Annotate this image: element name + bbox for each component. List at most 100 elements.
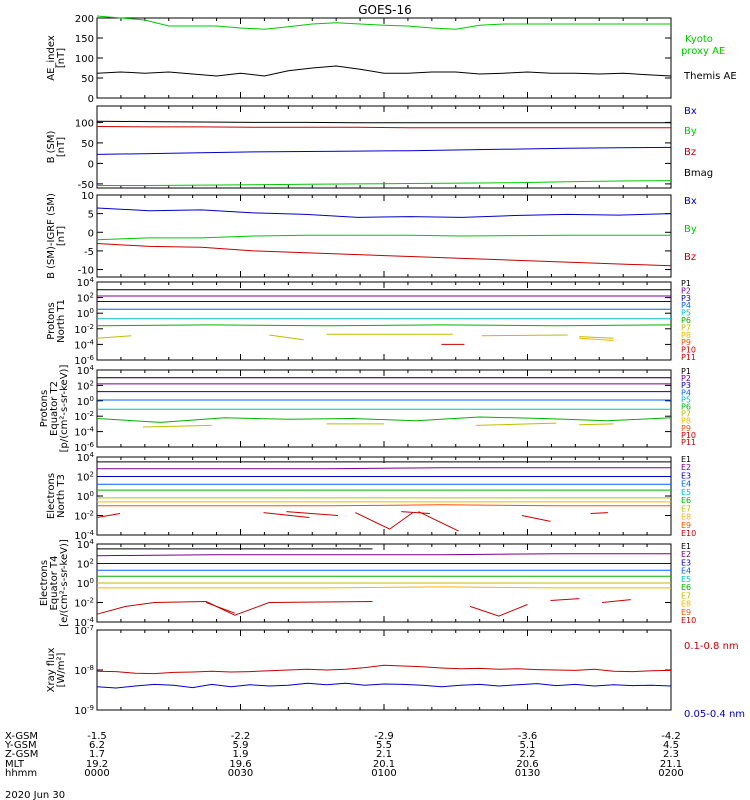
series-By [97,180,672,186]
series-E8-segment [602,599,631,603]
footer-value: 2.3 [663,749,679,760]
series-Kyoto proxy AE [96,15,671,30]
legend-channel-P1: P1 [681,279,691,288]
legend-label: 0.05-0.4 nm [684,709,745,720]
series-P7-segment [475,422,557,426]
footer-row-label: X-GSM [5,731,38,742]
series-P7-segment [481,334,568,337]
footer-value: -2.9 [374,731,394,742]
y-axis-label: Electrons [46,473,57,519]
y-tick-label: 100 [75,54,94,65]
legend-channel-P8: P8 [681,417,691,426]
legend-channel-P7: P7 [681,323,691,332]
y-axis-label: [nT] [56,48,67,68]
legend-label: By [684,126,697,137]
legend-channel-P10: P10 [681,346,696,355]
y-tick-label: 100 [77,395,94,408]
footer-value: 0100 [371,768,396,779]
y-tick-label: 10-9 [74,704,94,717]
footer-value: -4.2 [661,731,681,742]
footer-value: 5.1 [520,740,536,751]
legend-channel-P11: P11 [681,438,696,447]
y-axis-label: Protons [46,302,57,339]
panel-3: -10 -5 0 5 10 B (SM)-IGRF (SM) [nT] Bx By Bz [46,191,697,279]
series-E8-segment [550,598,580,601]
series-E9-segment [355,512,413,530]
y-tick-label: 200 [75,14,94,25]
series-E8-segment [205,602,235,614]
footer-value: 5.5 [376,740,392,751]
y-tick-label: 5 [88,210,94,221]
legend-channel-E9: E9 [681,521,691,530]
footer-value: 19.6 [229,759,251,770]
footer-row-label: Y-GSM [4,740,37,751]
legend-channel-P10: P10 [681,431,696,440]
y-tick-label: 150 [75,34,94,45]
series-E8-segment [469,604,528,617]
y-tick-label: 10-4 [74,529,94,542]
y-tick-label: 10-4 [74,426,94,439]
y-tick-label: -10 [78,266,94,277]
series-E2 [96,553,671,557]
y-tick-label: 10-2 [74,323,94,336]
y-tick-label: 10 [81,191,94,202]
series-0.1-0.8 nm [96,664,672,675]
date-label: 2020 Jun 30 [5,790,65,800]
footer-value: 21.1 [660,759,682,770]
footer-value: 2.1 [376,749,392,760]
legend-channel-P11: P11 [681,353,696,362]
panel-8: 10-9 10-8 10-7 Xray flux [W/m²] 0.1-0.8 nm 0.0… [46,624,745,720]
footer-value: 4.5 [663,740,679,751]
legend-channel-P9: P9 [681,338,691,347]
series-E9-segment [96,513,121,518]
series-Bmag [96,120,671,124]
series-E8-segment [205,601,373,616]
y-tick-label: 104 [77,276,95,289]
y-axis-label: [p/(cm²-s-sr-keV)] [59,365,70,453]
y-axis-label: Equator T4 [49,556,60,611]
legend-channel-P6: P6 [681,403,691,412]
panel-frame [96,369,672,448]
series-E8-segment [96,601,207,615]
footer-value: -3.6 [518,731,538,742]
legend-channel-E7: E7 [681,504,691,513]
y-tick-label: 10-2 [74,510,94,523]
footer-row-label: Z-GSM [5,749,38,760]
legend-channel-P7: P7 [681,410,691,419]
y-axis-label: Equator T2 [49,381,60,436]
y-tick-label: 102 [77,292,94,305]
legend-channel-P2: P2 [681,374,691,383]
y-tick-label: 10-6 [74,441,94,454]
series-E9-segment [418,511,459,532]
y-axis-label: [W/m²] [56,652,67,687]
y-tick-label: 100 [77,490,94,503]
y-tick-label: 10-4 [74,616,94,629]
series-Bx [96,146,672,155]
plot-title: GOES-16 [358,3,412,17]
y-tick-label: 104 [77,538,95,551]
y-tick-label: 100 [75,118,94,129]
legend-channel-E2: E2 [681,463,691,472]
legend-label: Kyoto [685,34,713,45]
footer-value: 20.1 [373,759,395,770]
legend-channel-E3: E3 [681,558,691,567]
y-axis-label: Xray flux [46,648,57,693]
y-tick-label: 0 [88,228,94,239]
legend-channel-P3: P3 [681,381,691,390]
series-Bz [96,243,672,267]
y-tick-label: 100 [77,577,94,590]
panel-frame [96,17,672,99]
series-P8-segment [579,337,614,341]
footer-value: 0130 [515,768,540,779]
panel-frame [96,105,672,189]
legend-channel-P1: P1 [681,367,691,376]
series-P7-segment [96,335,132,339]
series-P7-segment [579,336,614,339]
legend-channel-E8: E8 [681,600,691,609]
footer-value: 0000 [84,768,109,779]
legend-channel-P4: P4 [681,301,691,310]
legend-channel-P9: P9 [681,424,691,433]
